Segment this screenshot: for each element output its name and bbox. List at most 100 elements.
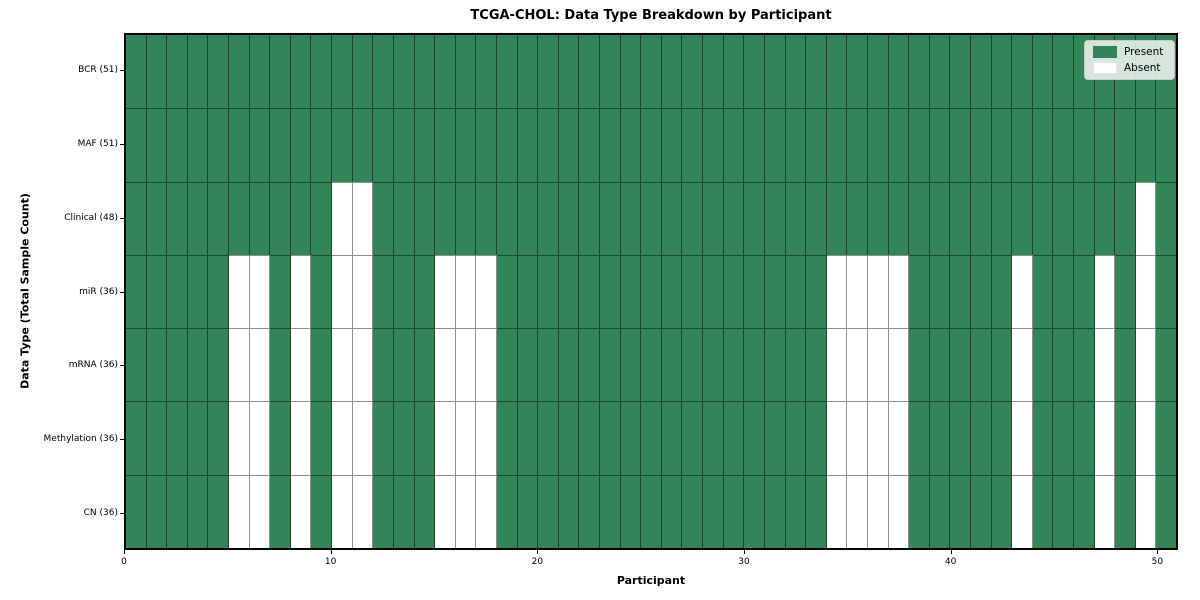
heatmap-cell	[476, 254, 497, 329]
heatmap-cell	[723, 181, 745, 255]
y-tick-mark	[120, 143, 124, 145]
heatmap-cell	[167, 254, 188, 329]
heatmap-cell	[208, 474, 230, 548]
heatmap-cell	[270, 108, 291, 182]
heatmap-cell	[785, 401, 807, 475]
y-tick-label-mRNA: mRNA (36)	[68, 360, 118, 371]
heatmap-cell	[909, 254, 930, 329]
heatmap-cell	[806, 328, 827, 402]
heatmap-cell	[661, 181, 683, 255]
heatmap-cell	[1156, 254, 1177, 329]
heatmap-cell	[744, 401, 765, 475]
y-tick-label-CN: CN (36)	[83, 508, 118, 519]
heatmap-cell	[785, 35, 807, 109]
heatmap-cell	[1032, 474, 1054, 548]
heatmap-cell	[826, 328, 848, 402]
heatmap-cell	[352, 474, 374, 548]
heatmap-cell	[744, 328, 765, 402]
heatmap-cell	[187, 254, 209, 329]
heatmap-cell	[703, 181, 724, 255]
y-tick-label-Clinical: Clinical (48)	[64, 212, 118, 223]
heatmap-cell	[270, 35, 291, 109]
heatmap-cell	[558, 108, 580, 182]
heatmap-cell	[826, 254, 848, 329]
heatmap-cell	[950, 35, 971, 109]
heatmap-cell	[538, 181, 559, 255]
heatmap-cell	[558, 181, 580, 255]
heatmap-cell	[764, 254, 786, 329]
heatmap-cell	[1032, 35, 1054, 109]
heatmap-cell	[641, 35, 662, 109]
heatmap-cell	[661, 474, 683, 548]
heatmap-cell	[558, 328, 580, 402]
heatmap-cell	[806, 35, 827, 109]
heatmap-cell	[373, 108, 394, 182]
heatmap-cell	[826, 181, 848, 255]
heatmap-cell	[208, 401, 230, 475]
heatmap-cell	[826, 401, 848, 475]
heatmap-cell	[332, 474, 353, 548]
heatmap-cell	[806, 474, 827, 548]
heatmap-cell	[888, 181, 910, 255]
heatmap-cell	[744, 181, 765, 255]
heatmap-cell	[1156, 401, 1177, 475]
heatmap-row-miR	[126, 254, 1177, 329]
heatmap-cell	[187, 35, 209, 109]
heatmap-cell	[167, 401, 188, 475]
heatmap-cell	[723, 474, 745, 548]
heatmap-cell	[785, 328, 807, 402]
heatmap-cell	[187, 108, 209, 182]
heatmap-cell	[600, 108, 621, 182]
heatmap-cell	[991, 254, 1013, 329]
heatmap-cell	[620, 328, 642, 402]
heatmap-cell	[1032, 108, 1054, 182]
heatmap-cell	[682, 35, 704, 109]
heatmap-cell	[229, 108, 250, 182]
heatmap-cell	[764, 181, 786, 255]
heatmap-cell	[393, 474, 415, 548]
heatmap-cell	[373, 474, 394, 548]
heatmap-cell	[476, 35, 497, 109]
heatmap-cell	[703, 35, 724, 109]
heatmap-cell	[888, 474, 910, 548]
heatmap-cell	[270, 181, 291, 255]
heatmap-cell	[785, 181, 807, 255]
x-axis-label: Participant	[616, 574, 686, 587]
heatmap-cell	[764, 401, 786, 475]
heatmap-cell	[950, 328, 971, 402]
heatmap-cell	[393, 108, 415, 182]
heatmap-cell	[229, 35, 250, 109]
heatmap-cell	[723, 328, 745, 402]
heatmap-cell	[929, 401, 951, 475]
heatmap-cell	[476, 108, 497, 182]
heatmap-cell	[208, 328, 230, 402]
heatmap-cell	[970, 254, 992, 329]
heatmap-cell	[229, 254, 250, 329]
heatmap-cell	[1012, 108, 1033, 182]
heatmap-cell	[496, 474, 518, 548]
heatmap-cell	[373, 401, 394, 475]
heatmap-cell	[290, 474, 312, 548]
x-tick-label-30: 30	[738, 557, 750, 567]
heatmap-cell	[847, 108, 868, 182]
heatmap-cell	[414, 108, 436, 182]
heatmap-cell	[1135, 474, 1157, 548]
y-tick-mark	[120, 513, 124, 515]
heatmap-cell	[538, 474, 559, 548]
heatmap-cell	[909, 108, 930, 182]
x-tick-label-50: 50	[1151, 557, 1164, 567]
heatmap-cell	[208, 181, 230, 255]
heatmap-cell	[167, 328, 188, 402]
heatmap-cell	[352, 181, 374, 255]
heatmap-cell	[1156, 108, 1177, 182]
heatmap-cell	[311, 35, 333, 109]
x-tick-mark	[1157, 550, 1159, 554]
heatmap-grid	[126, 35, 1177, 548]
heatmap-cell	[1156, 181, 1177, 255]
heatmap-cell	[744, 254, 765, 329]
heatmap-cell	[1053, 328, 1075, 402]
heatmap-cell	[785, 254, 807, 329]
heatmap-cell	[146, 108, 168, 182]
heatmap-cell	[806, 254, 827, 329]
